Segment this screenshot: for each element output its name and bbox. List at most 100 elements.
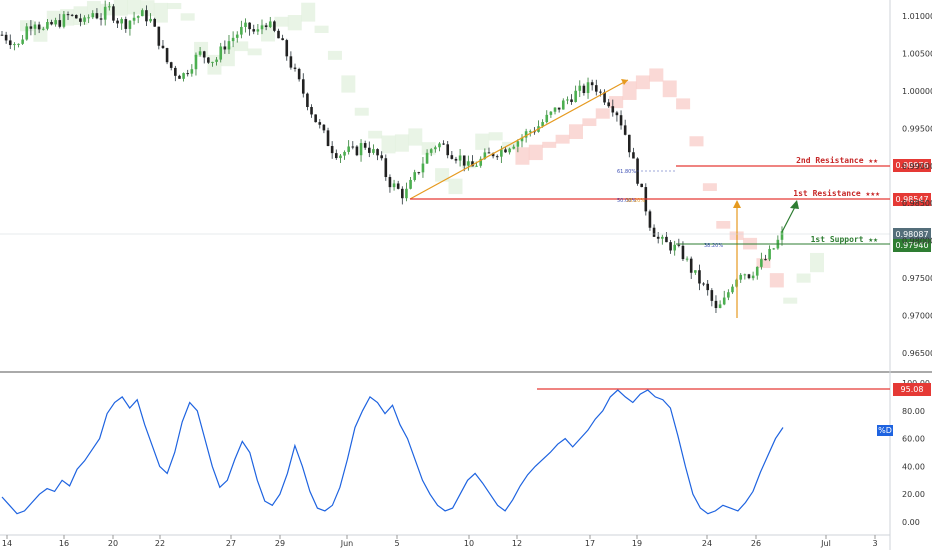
candle-body — [310, 107, 313, 115]
cloud-segment — [113, 0, 128, 16]
candle-body — [623, 125, 627, 135]
cloud-segment — [301, 2, 316, 22]
cloud-segment — [180, 13, 195, 21]
candle-body — [619, 115, 623, 126]
candle-body — [471, 161, 474, 167]
candle-body — [273, 21, 276, 31]
level-2nd-resistance-label: 2nd Resistance ★★ — [796, 155, 878, 165]
candle-body — [363, 143, 367, 148]
candle-body — [318, 122, 322, 125]
cloud-segment — [247, 48, 262, 56]
candle-body — [751, 275, 755, 279]
candle-body — [545, 114, 549, 123]
level-1st-support-label: 1st Support ★★ — [811, 235, 879, 244]
candle-body — [17, 43, 20, 45]
candle-body — [161, 45, 165, 49]
candle-body — [29, 26, 33, 29]
candle-body — [178, 75, 181, 79]
cloud-segment — [515, 147, 530, 165]
candle-body — [128, 20, 132, 29]
candle-body — [0, 34, 4, 36]
cloud-segment — [502, 141, 517, 150]
candle-body — [157, 26, 161, 46]
candle-body — [153, 18, 156, 27]
candle-body — [347, 146, 350, 152]
candle-body — [301, 79, 305, 94]
cloud-segment — [261, 24, 276, 42]
fib-label-382-b: 38.20% — [704, 243, 723, 249]
level-1st-support[interactable]: 1st Support ★★ 0.97940 — [811, 235, 931, 252]
cloud-segment — [796, 273, 811, 283]
time-tick-label: 3 — [872, 539, 877, 548]
price-panel-bg — [0, 0, 890, 372]
candle-body — [446, 144, 450, 156]
cloud-segment — [127, 0, 142, 15]
time-tick-label: 27 — [226, 539, 236, 548]
candle-body — [640, 183, 643, 188]
last-price-tag: 0.98087 — [895, 230, 928, 239]
time-tick-label: 29 — [275, 539, 285, 548]
fib-label-382-a: 38.20% — [626, 198, 645, 204]
candle-body — [376, 149, 379, 156]
candle-body — [74, 14, 78, 19]
candle-body — [256, 29, 260, 32]
candle-body — [438, 143, 441, 148]
candle-body — [223, 46, 227, 50]
time-tick-label: 20 — [108, 539, 118, 548]
level-2nd-resistance[interactable]: 2nd Resistance ★★ 0.98976 — [676, 155, 931, 172]
candle-body — [120, 19, 123, 24]
time-tick-label: 14 — [2, 539, 12, 548]
price-tick-label: 0.98000 — [902, 237, 932, 246]
candle-body — [231, 37, 235, 42]
candle-body — [454, 158, 458, 161]
candle-body — [339, 155, 342, 159]
candle-body — [722, 297, 726, 305]
ichimoku-cloud — [20, 0, 824, 304]
cloud-segment — [207, 54, 222, 75]
candle-body — [211, 61, 214, 63]
candle-body — [380, 155, 383, 159]
time-tick-label: 16 — [59, 539, 69, 548]
candle-body — [141, 10, 144, 17]
cloud-segment — [354, 107, 369, 116]
cloud-segment — [528, 144, 543, 161]
candle-body — [190, 69, 194, 74]
candle-body — [780, 231, 784, 240]
candle-body — [665, 236, 668, 243]
level-1st-resistance[interactable]: 1st Resistance ★★★ 0.98547 — [410, 188, 931, 206]
cloud-segment — [635, 75, 650, 90]
candle-body — [194, 54, 198, 70]
candle-body — [66, 14, 70, 16]
cloud-segment — [140, 0, 155, 17]
cloud-segment — [676, 98, 691, 110]
cloud-segment — [220, 46, 235, 67]
cloud-segment — [582, 118, 597, 127]
candle-body — [289, 56, 293, 68]
candle-body — [297, 68, 301, 80]
price-tick-label: 0.96500 — [902, 349, 932, 358]
last-price-marker: 0.98087 — [0, 228, 931, 241]
time-tick-label: Jul — [820, 539, 831, 548]
candle-body — [561, 100, 565, 110]
candle-body — [227, 41, 231, 50]
cloud-segment — [662, 80, 677, 98]
cloud-segment — [234, 41, 249, 52]
candle-body — [462, 155, 466, 166]
candle-body — [442, 143, 445, 145]
candle-body — [479, 158, 483, 166]
fib-label-500: 50.00% — [617, 198, 636, 204]
rsi-tick-label: 60.00 — [902, 435, 925, 444]
price-tick-label: 0.99500 — [902, 124, 932, 133]
cloud-segment — [341, 75, 356, 93]
rsi-line — [1, 389, 784, 515]
candle-body — [149, 18, 152, 22]
candle-body — [182, 73, 185, 79]
candle-body — [260, 25, 264, 30]
cloud-segment — [555, 134, 570, 144]
cloud-segment — [649, 68, 664, 82]
candle-body — [359, 143, 363, 156]
candle-body — [368, 147, 371, 153]
cloud-segment — [609, 96, 624, 109]
cloud-segment — [153, 2, 168, 23]
